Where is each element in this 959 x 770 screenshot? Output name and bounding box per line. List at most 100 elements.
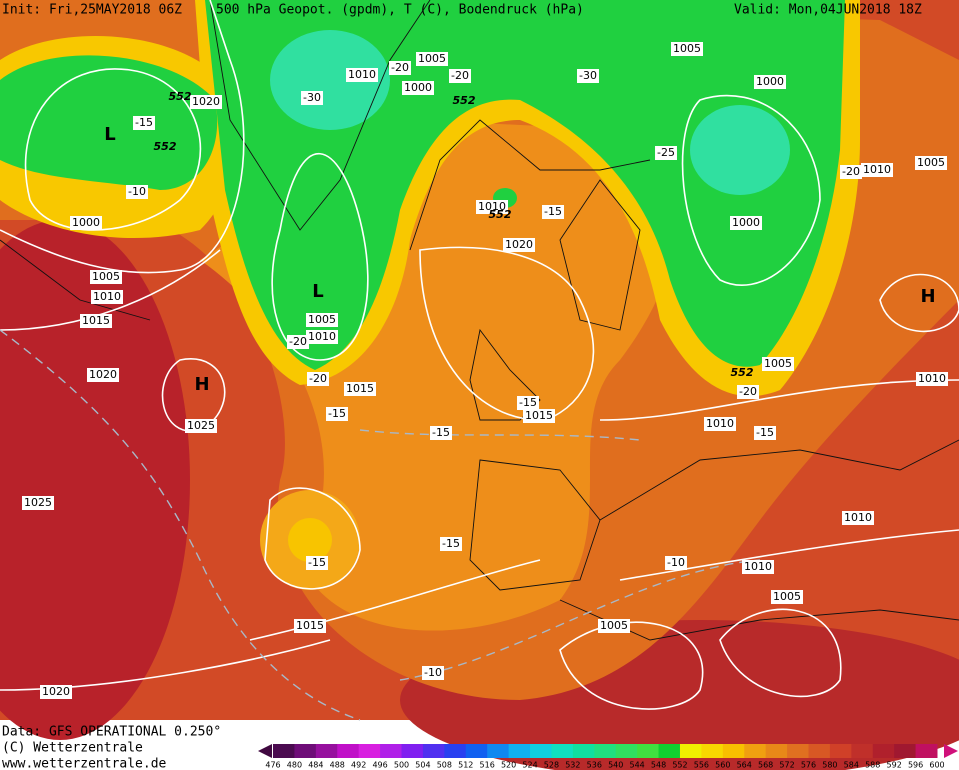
legend-swatch	[594, 744, 617, 758]
legend-swatch	[401, 744, 424, 758]
map-label-box	[294, 619, 326, 633]
map-label-box	[476, 200, 508, 214]
map-label-box	[771, 590, 803, 604]
map-label-box	[346, 68, 378, 82]
map-label-box	[430, 426, 452, 440]
legend-swatch	[808, 744, 831, 758]
map-label: 1005	[418, 52, 446, 65]
legend-swatch	[551, 744, 574, 758]
map-label: 1005	[673, 42, 701, 55]
map-label-box	[416, 52, 448, 66]
map-label: 1020	[89, 368, 117, 381]
map-label: 1010	[93, 290, 121, 303]
legend-label: 556	[694, 761, 709, 770]
legend-swatch	[915, 744, 938, 758]
map-label-box	[742, 560, 774, 574]
legend-label: 532	[565, 761, 580, 770]
map-label-box	[737, 385, 759, 399]
map-label: 1020	[42, 685, 70, 698]
map-label: 1010	[478, 200, 506, 213]
map-label: -15	[135, 116, 153, 129]
map-label-box	[185, 419, 217, 433]
legend-label: 588	[865, 761, 880, 770]
map-label: -15	[519, 396, 537, 409]
legend-swatch	[508, 744, 531, 758]
legend-swatch	[294, 744, 317, 758]
map-label-box	[449, 69, 471, 83]
legend-swatch	[380, 744, 403, 758]
map-label: -10	[128, 185, 146, 198]
legend-swatch	[444, 744, 467, 758]
map-label-box	[40, 685, 72, 699]
map-label-box	[840, 165, 862, 179]
pressure-center: H	[194, 374, 209, 395]
map-label: -15	[432, 426, 450, 439]
map-label-box	[440, 537, 462, 551]
legend-swatch	[572, 744, 595, 758]
legend-label: 504	[415, 761, 430, 770]
map-label-box	[326, 407, 348, 421]
isotherms	[0, 329, 761, 721]
legend-label: 552	[672, 761, 687, 770]
legend-label: 528	[544, 761, 559, 770]
map-label: 1020	[505, 238, 533, 251]
legend-label: 568	[758, 761, 773, 770]
legend-label: 476	[265, 761, 280, 770]
map-label: 1010	[744, 560, 772, 573]
legend-swatch	[679, 744, 702, 758]
map-title: 500 hPa Geopot. (gpdm), T (C), Bodendruc…	[216, 3, 584, 18]
map-label-box	[861, 163, 893, 177]
map-label: -10	[424, 666, 442, 679]
map-label-box	[306, 556, 328, 570]
legend-arrow-left	[258, 744, 272, 758]
legend-label: 576	[801, 761, 816, 770]
map-label: 1005	[92, 270, 120, 283]
map-label-box	[307, 372, 329, 386]
copyright: (C) Wetterzentrale	[2, 741, 143, 756]
legend-swatch	[315, 744, 338, 758]
legend-label: 572	[779, 761, 794, 770]
map-label: -15	[442, 537, 460, 550]
isobars	[0, 0, 959, 710]
legend-label: 480	[287, 761, 302, 770]
map-label-box	[517, 396, 539, 410]
legend-swatch	[358, 744, 381, 758]
map-label: -30	[579, 69, 597, 82]
legend-swatch	[744, 744, 767, 758]
legend-swatch	[722, 744, 745, 758]
map-label: 1010	[348, 68, 376, 81]
legend-label: 500	[394, 761, 409, 770]
map-label: 1010	[308, 330, 336, 343]
legend-swatch	[787, 744, 809, 758]
legend-label: 512	[458, 761, 473, 770]
map-label: -20	[451, 69, 469, 82]
legend-swatch	[851, 744, 874, 758]
map-label: 1025	[24, 496, 52, 509]
map-label-box	[542, 205, 564, 219]
legend-label: 484	[308, 761, 323, 770]
legend-swatch	[465, 744, 488, 758]
legend-label: 584	[844, 761, 859, 770]
map-label-box	[80, 314, 112, 328]
legend-label: 600	[929, 761, 944, 770]
map-label: -15	[756, 426, 774, 439]
map-label-box	[665, 556, 687, 570]
legend-swatch	[615, 744, 638, 758]
legend-swatch	[530, 744, 552, 758]
map-label-box	[306, 330, 338, 344]
legend-swatch	[422, 744, 445, 758]
map-label: -15	[328, 407, 346, 420]
map-label-box	[91, 290, 123, 304]
map-label-box	[90, 270, 122, 284]
legend-swatch	[829, 744, 852, 758]
map-label: 1015	[296, 619, 324, 632]
legend-label: 564	[737, 761, 752, 770]
map-label: 1000	[732, 216, 760, 229]
map-label: -20	[391, 61, 409, 74]
map-label: 1005	[773, 590, 801, 603]
map-label-box	[190, 95, 222, 109]
legend-label: 540	[608, 761, 623, 770]
map-label-box	[655, 146, 677, 160]
map-label-box	[842, 511, 874, 525]
